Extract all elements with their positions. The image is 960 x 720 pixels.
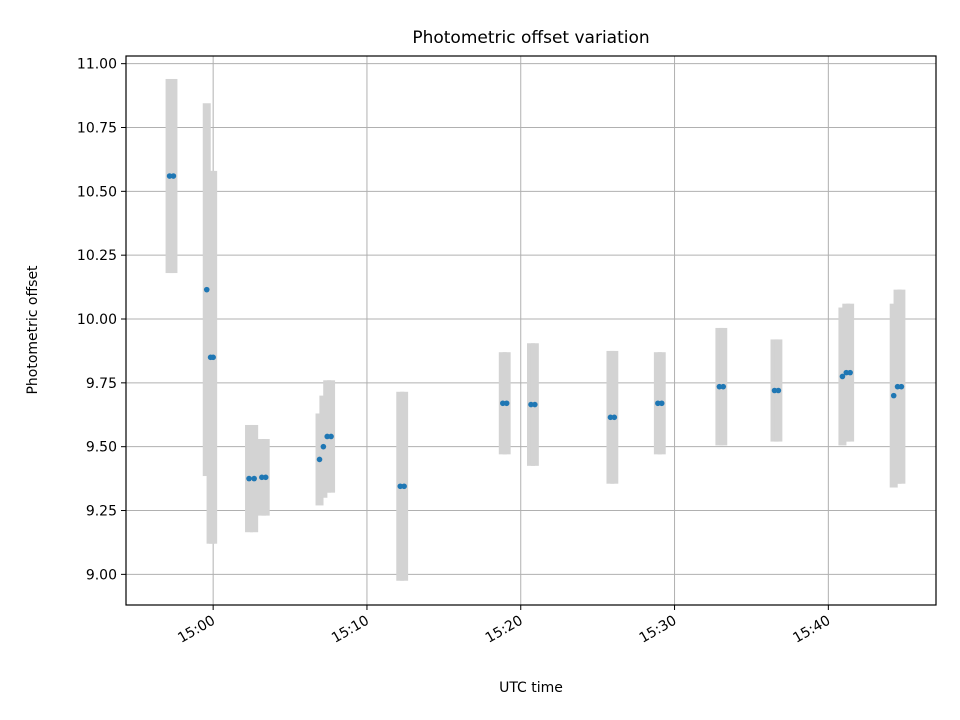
data-point: [251, 475, 257, 482]
data-point: [532, 401, 538, 408]
data-point: [324, 433, 331, 440]
data-point: [890, 392, 897, 399]
data-point: [316, 456, 323, 463]
data-point: [655, 400, 661, 407]
plot-frame: [125, 55, 937, 606]
y-tick-label: 9.00: [86, 567, 117, 583]
data-point: [210, 354, 216, 361]
data-point: [716, 383, 723, 390]
y-tick-label: 10.75: [77, 120, 117, 136]
y-tick-label: 10.00: [77, 312, 117, 328]
grid: [126, 56, 936, 605]
data-point: [259, 474, 265, 481]
data-point: [839, 373, 846, 380]
data-point: [771, 387, 778, 394]
y-tick-label: 11.00: [77, 57, 117, 73]
data-point: [898, 383, 905, 390]
data-point: [775, 387, 782, 394]
data-point: [246, 475, 252, 482]
y-tick-label: 10.25: [77, 248, 117, 264]
y-tick-label: 9.75: [86, 376, 117, 392]
data-point: [320, 443, 327, 450]
data-points: [166, 173, 905, 490]
data-point: [500, 400, 506, 407]
data-point: [328, 433, 334, 440]
data-point: [262, 474, 269, 481]
data-point: [503, 400, 510, 407]
y-tick-label: 10.50: [77, 184, 117, 200]
data-point: [401, 483, 407, 490]
chart-title: Photometric offset variation: [412, 28, 649, 48]
y-axis-ticks: 9.00 9.25 9.50 9.75 10.00 10.25 10.50 10.75 11.0…: [77, 57, 126, 583]
data-point: [847, 369, 853, 376]
y-tick-label: 9.25: [86, 504, 117, 520]
data-point: [397, 483, 404, 490]
y-axis-label: Photometric offset: [25, 265, 41, 395]
data-point: [658, 400, 665, 407]
data-point: [170, 173, 177, 179]
data-point: [203, 286, 210, 293]
x-axis-label: UTC time: [499, 680, 563, 696]
data-point: [843, 369, 850, 376]
data-point: [166, 173, 173, 179]
data-point: [611, 414, 618, 421]
data-point: [720, 383, 727, 390]
data-point: [528, 401, 534, 408]
y-tick-label: 9.50: [86, 440, 117, 456]
data-point: [894, 383, 901, 390]
data-point: [607, 414, 614, 421]
